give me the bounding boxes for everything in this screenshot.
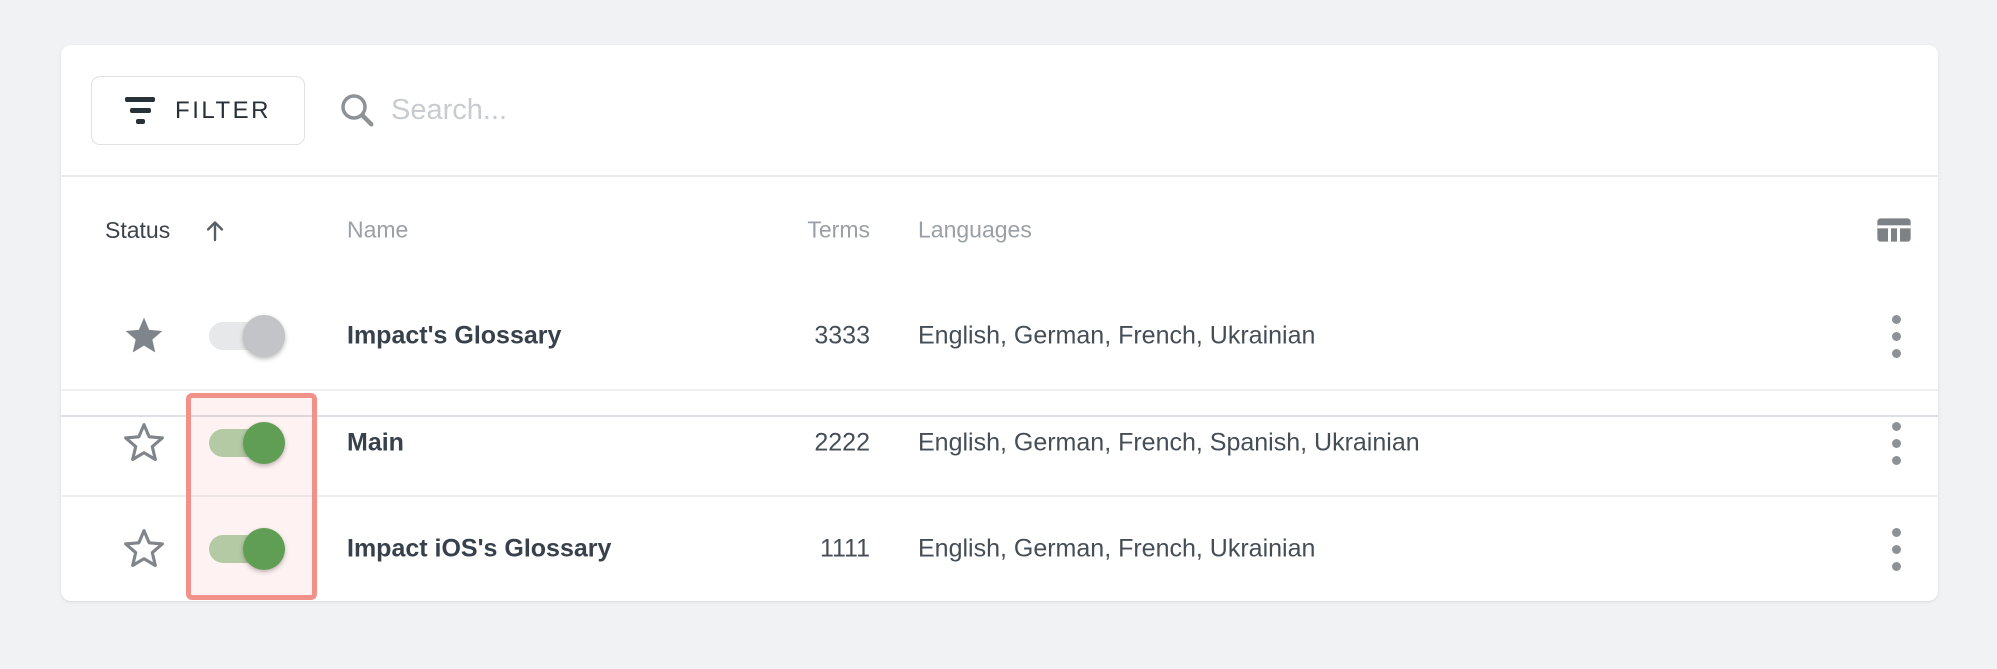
favorite-star-button[interactable] xyxy=(121,526,167,572)
status-header-label: Status xyxy=(105,216,171,243)
column-settings-icon xyxy=(1877,218,1911,242)
row-menu-button[interactable] xyxy=(1873,306,1919,366)
kebab-menu-icon xyxy=(1891,421,1901,431)
arrow-up-icon xyxy=(207,221,224,242)
glossary-name: Impact's Glossary xyxy=(347,321,562,350)
column-header-languages[interactable]: Languages xyxy=(918,216,1032,243)
kebab-menu-icon xyxy=(1891,314,1901,324)
favorite-star-button[interactable] xyxy=(121,313,167,359)
languages-list: English, German, French, Ukrainian xyxy=(918,534,1316,563)
star-outline-icon xyxy=(124,529,164,568)
row-menu-button[interactable] xyxy=(1873,519,1919,579)
glossaries-table-card: FILTER Status Name Terms Languages xyxy=(61,45,1938,601)
table-toolbar: FILTER xyxy=(61,45,1938,177)
magnifier-icon xyxy=(341,94,374,127)
star-outline-icon xyxy=(124,423,164,462)
terms-count: 3333 xyxy=(814,321,870,350)
terms-count: 2222 xyxy=(814,428,870,457)
languages-list: English, German, French, Ukrainian xyxy=(918,321,1316,350)
filter-button-label: FILTER xyxy=(175,96,271,124)
column-header-terms[interactable]: Terms xyxy=(807,216,870,243)
header-divider xyxy=(61,415,1938,417)
filter-list-icon xyxy=(125,97,156,124)
status-toggle[interactable] xyxy=(209,422,285,464)
table-header-row: Status Name Terms Languages xyxy=(61,177,1938,417)
terms-count: 1111 xyxy=(819,534,870,563)
glossary-name: Impact iOS's Glossary xyxy=(347,534,612,563)
glossary-name: Main xyxy=(347,428,404,457)
column-header-status[interactable]: Status xyxy=(105,215,230,245)
search-input[interactable] xyxy=(391,93,991,127)
filter-button[interactable]: FILTER xyxy=(91,76,305,145)
search-field xyxy=(337,45,991,175)
status-toggle[interactable] xyxy=(209,528,285,570)
languages-list: English, German, French, Spanish, Ukrain… xyxy=(918,428,1420,457)
column-header-name[interactable]: Name xyxy=(347,216,409,243)
table-row: Impact iOS's Glossary 1111 English, Germ… xyxy=(61,495,1938,601)
favorite-star-button[interactable] xyxy=(121,420,167,466)
row-menu-button[interactable] xyxy=(1873,413,1919,473)
table-row: Impact's Glossary 3333 English, German, … xyxy=(61,283,1938,389)
kebab-menu-icon xyxy=(1891,527,1901,537)
status-toggle[interactable] xyxy=(209,315,285,357)
column-settings-button[interactable] xyxy=(1867,203,1921,257)
table-row: Main 2222 English, German, French, Spani… xyxy=(61,389,1938,495)
star-filled-icon xyxy=(125,317,163,353)
toolbar-divider xyxy=(61,175,1938,177)
